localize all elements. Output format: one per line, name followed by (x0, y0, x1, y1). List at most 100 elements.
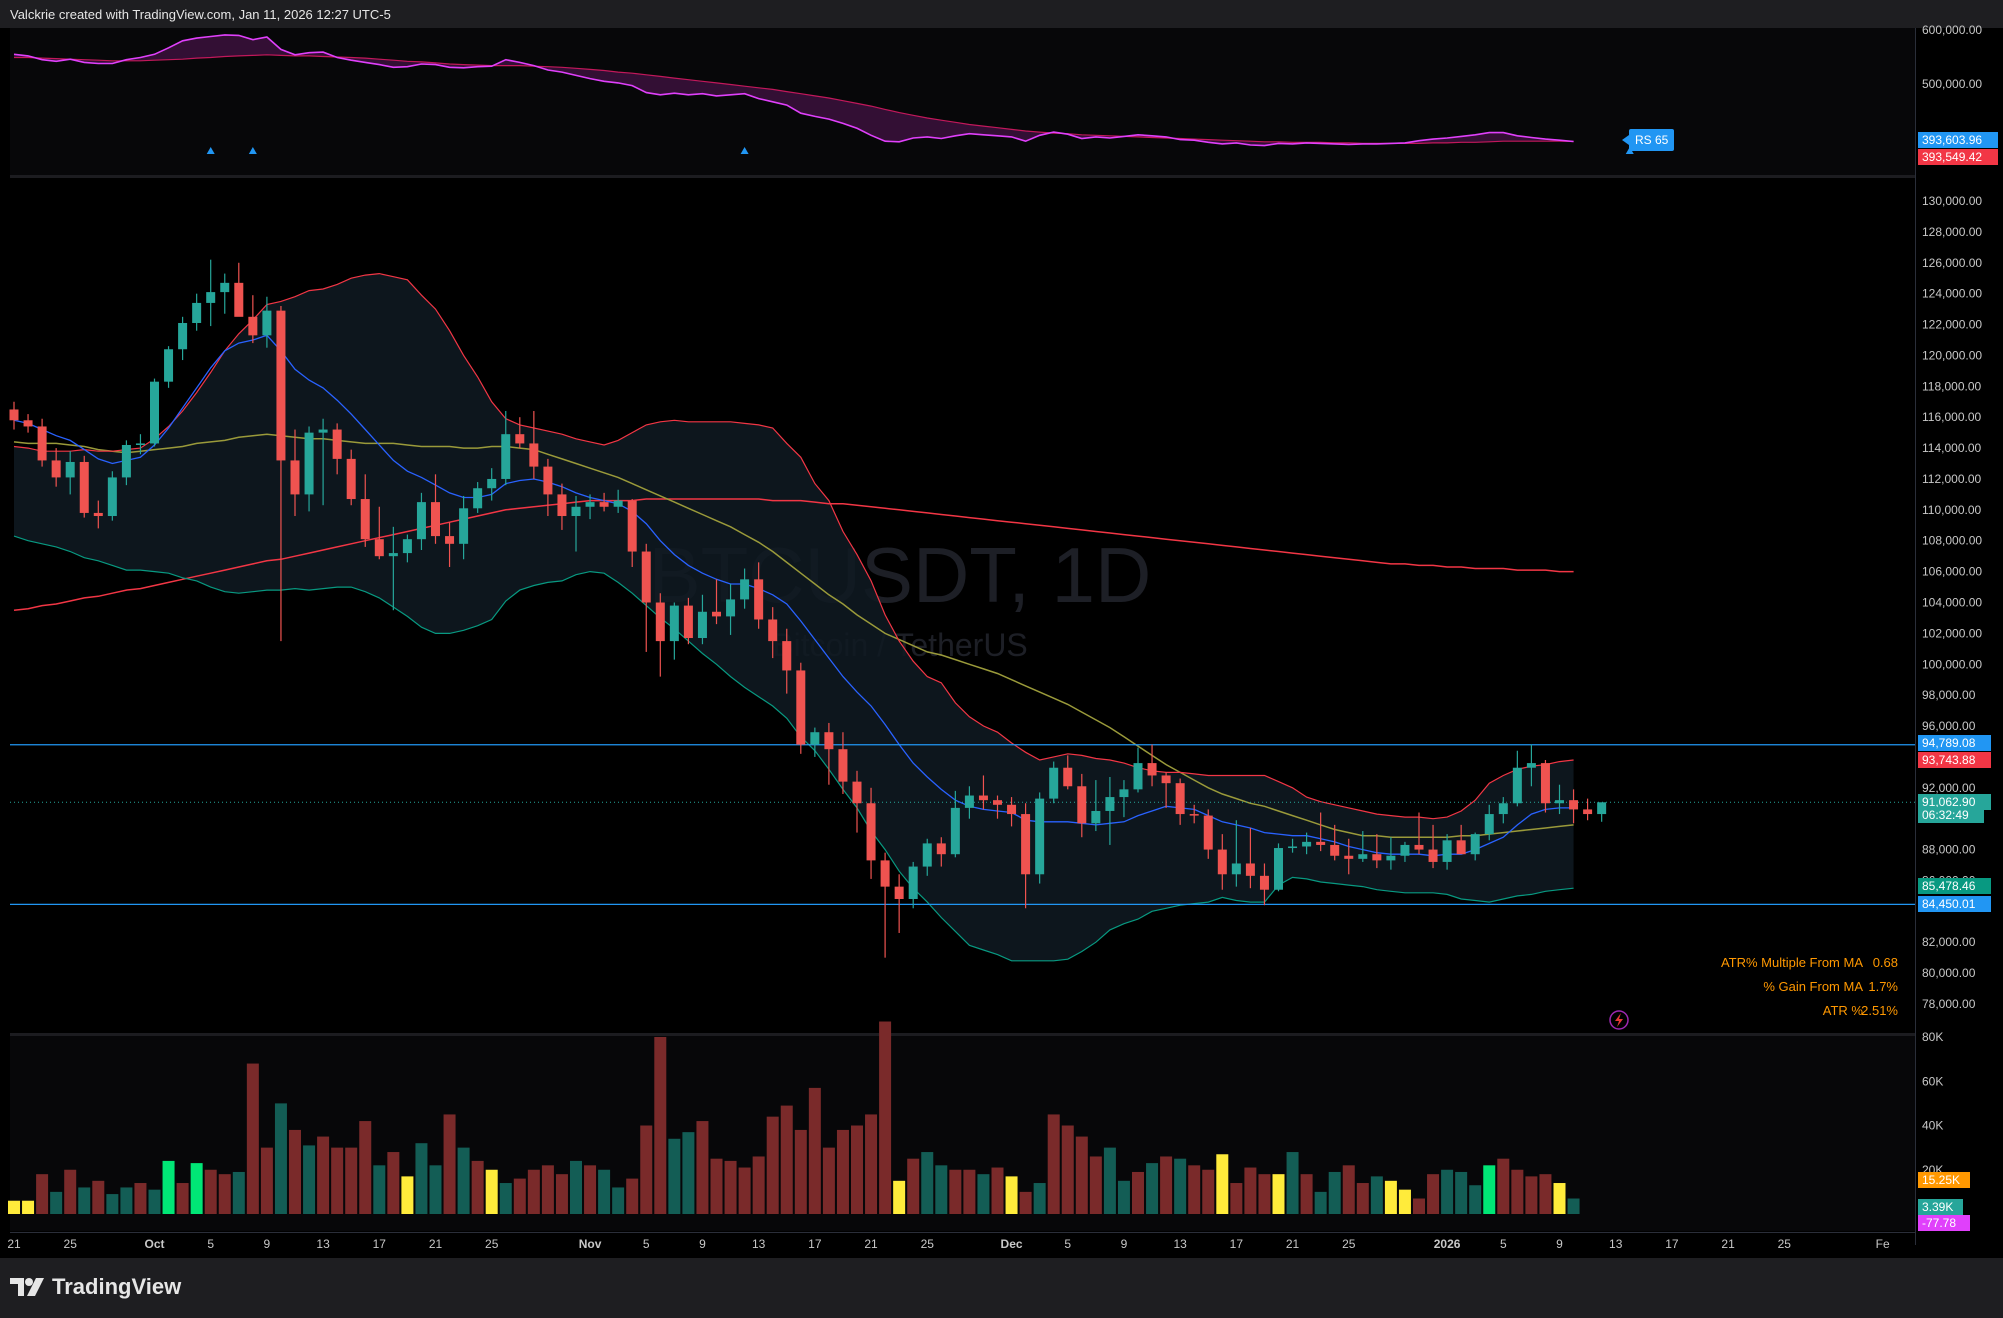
price-tag: 94,789.08 (1922, 736, 1976, 750)
price-axis-tick: 82,000.00 (1922, 935, 1976, 949)
candle-body (304, 432, 314, 495)
candle-body (993, 800, 1002, 805)
price-axis-tick: 80,000.00 (1922, 966, 1976, 980)
price-tag: 84,450.01 (1922, 897, 1976, 911)
ema-10-line (13, 334, 1574, 857)
candle-body (290, 460, 300, 495)
volume-bar (724, 1160, 737, 1214)
candle-body (93, 512, 103, 517)
volume-bar (1216, 1154, 1229, 1214)
volume-bar (204, 1169, 217, 1214)
volume-bar (1483, 1165, 1496, 1214)
volume-bar (907, 1158, 920, 1214)
price-axis-tick: 116,000.00 (1922, 410, 1981, 424)
volume-bar (1132, 1171, 1144, 1214)
date-axis-tick: Nov (579, 1237, 602, 1251)
date-axis-tick: 17 (1230, 1237, 1244, 1251)
alert-lightning-icon (1609, 1010, 1629, 1030)
volume-bar (1455, 1171, 1468, 1214)
price-axis-tick: 110,000.00 (1922, 503, 1981, 517)
tradingview-logo[interactable]: TradingView (10, 1274, 181, 1300)
price-axis-tick: 124,000.00 (1922, 287, 1982, 301)
candle-body (107, 477, 117, 517)
candle-body (1597, 802, 1607, 815)
price-axis-tick: 126,000.00 (1922, 256, 1982, 270)
candle-body (1526, 763, 1536, 768)
volume-last-value: 3.39K (1922, 1200, 1953, 1214)
date-axis-tick: 21 (1286, 1237, 1300, 1251)
volume-bar (1342, 1165, 1355, 1214)
volume-bar (471, 1160, 484, 1214)
candle-body (1021, 814, 1031, 875)
price-axis-bg (1916, 28, 2003, 1258)
volume-bar (190, 1163, 203, 1214)
chart-canvas[interactable]: BTCUSDT, 1DBitcoin / TetherUSRS 65600,00… (0, 0, 2003, 1258)
candle-body (1470, 834, 1480, 855)
candle-body (1456, 840, 1466, 855)
volume-bar (1160, 1156, 1173, 1214)
volume-bar (303, 1145, 316, 1214)
candle-body (1316, 841, 1326, 845)
volume-bar (654, 1037, 667, 1214)
candle-body (1302, 841, 1312, 847)
volume-bar (485, 1169, 498, 1214)
price-tag-bg (1918, 794, 1991, 810)
volume-bar (710, 1158, 723, 1214)
candle-body (880, 860, 890, 887)
date-axis-tick: 13 (1173, 1237, 1187, 1251)
volume-bar (893, 1180, 906, 1214)
candle-body (754, 579, 764, 620)
volume-bar (22, 1200, 35, 1214)
sma-200-line (13, 498, 1574, 611)
candle-body (1091, 810, 1101, 824)
rs-line (13, 34, 1574, 147)
volume-bar (401, 1176, 414, 1214)
price-tag: 91,062.90 (1922, 795, 1976, 809)
volume-bar (865, 1114, 878, 1214)
rs-axis-tick: 600,000.00 (1922, 23, 1982, 37)
header-bar: Valckrie created with TradingView.com, J… (0, 0, 2003, 28)
stats-value: 1.7% (1868, 979, 1898, 994)
candle-body (1330, 844, 1340, 856)
volume-bar (429, 1165, 442, 1214)
volume-last-value-bg (1918, 1215, 1970, 1231)
price-axis-tick: 88,000.00 (1922, 843, 1976, 857)
candle-body (1105, 797, 1115, 811)
date-axis-tick: 25 (1778, 1237, 1792, 1251)
volume-bar (92, 1180, 105, 1214)
candle-body (824, 732, 834, 750)
lightning-bolt-icon (1615, 1013, 1623, 1027)
candle-body (613, 500, 623, 507)
price-tag-bg (1918, 896, 1991, 912)
volume-bar (1328, 1171, 1341, 1214)
volume-bar (1103, 1147, 1116, 1214)
date-axis-tick: 17 (1665, 1237, 1679, 1251)
date-axis-tick: 9 (699, 1237, 706, 1251)
volume-bar (359, 1121, 372, 1214)
volume-bar (218, 1174, 231, 1214)
candle-body (866, 803, 876, 861)
date-axis-tick: 25 (64, 1237, 78, 1251)
candle-body (318, 429, 328, 433)
price-axis-tick: 98,000.00 (1922, 688, 1976, 702)
candle-body (332, 429, 342, 459)
candle-body (1288, 846, 1298, 849)
volume-bar (1230, 1183, 1243, 1214)
candle-body (276, 310, 286, 461)
candle-body (374, 539, 384, 557)
volume-bar (1033, 1183, 1046, 1214)
volume-bar (1511, 1169, 1524, 1214)
volume-bar (345, 1147, 358, 1214)
date-axis-tick: 21 (429, 1237, 443, 1251)
volume-bar (134, 1183, 147, 1214)
volume-bar (766, 1116, 779, 1214)
date-axis-tick: 13 (316, 1237, 330, 1251)
volume-bar (584, 1165, 597, 1214)
price-axis-tick: 122,000.00 (1922, 318, 1982, 332)
stats-label: ATR % (1823, 1003, 1864, 1018)
volume-bar (387, 1152, 400, 1214)
volume-bar (443, 1114, 456, 1214)
stats-value: 0.68 (1873, 955, 1898, 970)
candle-body (1414, 844, 1424, 850)
volume-bar (696, 1121, 709, 1214)
